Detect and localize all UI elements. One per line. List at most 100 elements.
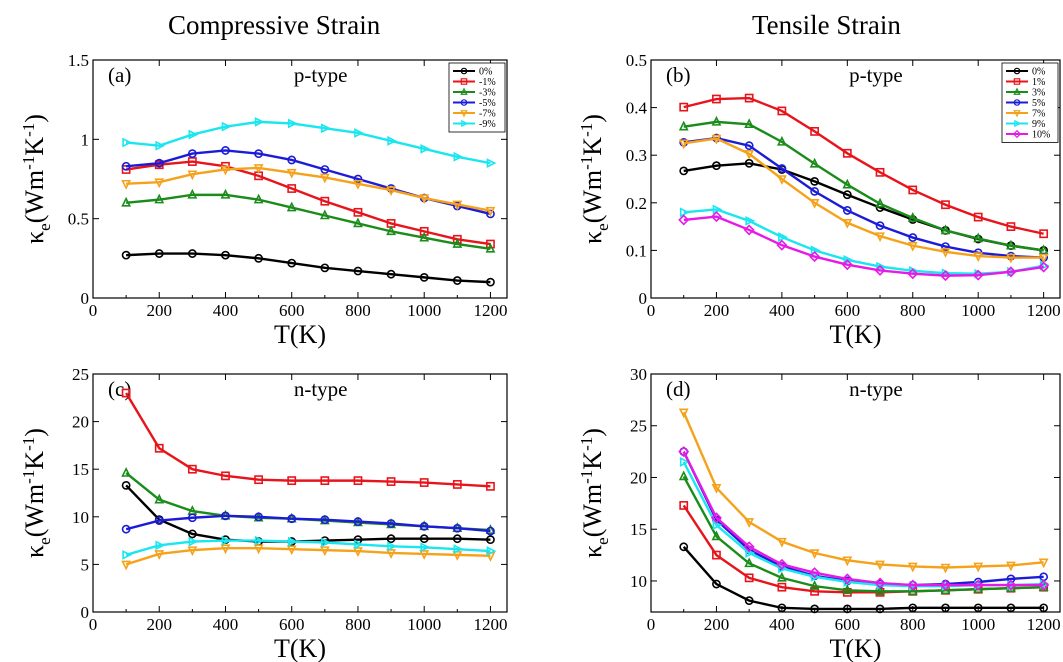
data-point [973, 212, 983, 222]
data-point [744, 118, 755, 129]
data-point [453, 544, 464, 555]
data-point [254, 512, 263, 522]
x-tick-label: 0 [89, 301, 98, 320]
data-point [452, 523, 462, 533]
series-line [682, 411, 1044, 569]
data-point [122, 137, 133, 148]
data-point [678, 470, 689, 481]
legend-entry: 1% [1032, 77, 1045, 88]
data-point [842, 148, 852, 158]
x-tick-label: 800 [900, 615, 926, 634]
data-point [354, 128, 364, 138]
panel-title: p-type [849, 63, 903, 87]
data-point [712, 550, 721, 560]
data-point [743, 224, 755, 236]
series-line [683, 137, 1044, 259]
data-point [286, 545, 297, 556]
data-point [187, 546, 198, 557]
data-point [744, 596, 754, 606]
y-tick-label: 0 [81, 289, 90, 308]
data-point [907, 562, 918, 573]
data-point [121, 524, 131, 534]
plot-frame [92, 59, 508, 299]
legend-entry: 0% [479, 67, 492, 78]
data-point [386, 225, 396, 236]
y-axis-label: κe(Wm-1K-1) [19, 114, 54, 244]
series-line [126, 166, 491, 212]
data-point [907, 241, 918, 252]
series-line [126, 149, 491, 216]
data-point [908, 603, 918, 613]
x-tick-label: 800 [345, 615, 371, 634]
legend-marker [460, 78, 468, 85]
data-point [842, 178, 853, 189]
data-point [154, 158, 164, 168]
data-point [712, 579, 721, 589]
data-point [842, 218, 853, 229]
data-point [907, 268, 919, 280]
data-point [679, 207, 690, 218]
series-0% [121, 480, 495, 546]
x-axis-label: T(K) [274, 634, 326, 662]
data-point [452, 238, 463, 248]
x-tick-label: 200 [704, 301, 730, 320]
data-point [875, 560, 885, 571]
data-point [875, 221, 885, 231]
data-point [353, 217, 363, 228]
tensile-strain-title: Tensile Strain [752, 10, 901, 40]
data-point [419, 478, 429, 487]
x-tick-label: 1200 [1027, 615, 1061, 634]
x-axis-label: T(K) [830, 634, 882, 662]
data-point [972, 579, 984, 591]
data-point [319, 546, 330, 557]
panel-d: 0 200 400 600 800 1000 1200 10 15 20 25 30 T(K) κe(Wm… [577, 365, 1061, 662]
data-point [287, 155, 297, 165]
x-tick-label: 200 [146, 301, 172, 320]
data-point [121, 196, 132, 207]
data-point [778, 232, 788, 242]
data-point [486, 546, 497, 556]
data-point [187, 529, 197, 539]
series--5% [121, 511, 495, 536]
data-point [486, 481, 495, 491]
data-point [810, 176, 819, 186]
data-point [419, 272, 429, 282]
data-point [1005, 266, 1017, 278]
data-point [121, 467, 132, 477]
x-tick-label: 400 [769, 615, 795, 634]
data-point [712, 161, 721, 171]
data-point [1039, 603, 1049, 613]
data-point [419, 231, 430, 242]
x-tick-label: 1200 [473, 615, 507, 634]
compressive-strain-title: Compressive Strain [168, 10, 381, 40]
legend-marker [460, 87, 468, 95]
data-point [154, 550, 165, 560]
series-line [683, 136, 1044, 259]
series-7% [678, 134, 1049, 264]
data-point [220, 544, 231, 555]
y-tick-label: 0.5 [68, 210, 89, 229]
data-point [387, 541, 398, 552]
data-point [386, 549, 396, 559]
data-point [744, 573, 754, 583]
data-point [354, 539, 364, 550]
data-point [187, 170, 198, 181]
data-point [679, 501, 689, 510]
plot-frame [650, 59, 1061, 299]
data-point [744, 93, 754, 103]
data-point [1006, 253, 1016, 264]
series-line [125, 484, 491, 543]
series--3% [121, 188, 496, 253]
data-point [154, 178, 165, 189]
series-line [683, 96, 1044, 235]
data-point [419, 550, 430, 560]
data-point [712, 94, 721, 104]
x-axis-label: T(K) [274, 320, 326, 349]
series--1% [121, 157, 495, 249]
data-point [221, 121, 232, 132]
data-point [420, 542, 431, 553]
data-point [744, 149, 755, 160]
legend-marker [460, 67, 468, 75]
data-point [121, 179, 132, 190]
data-point [187, 249, 197, 258]
